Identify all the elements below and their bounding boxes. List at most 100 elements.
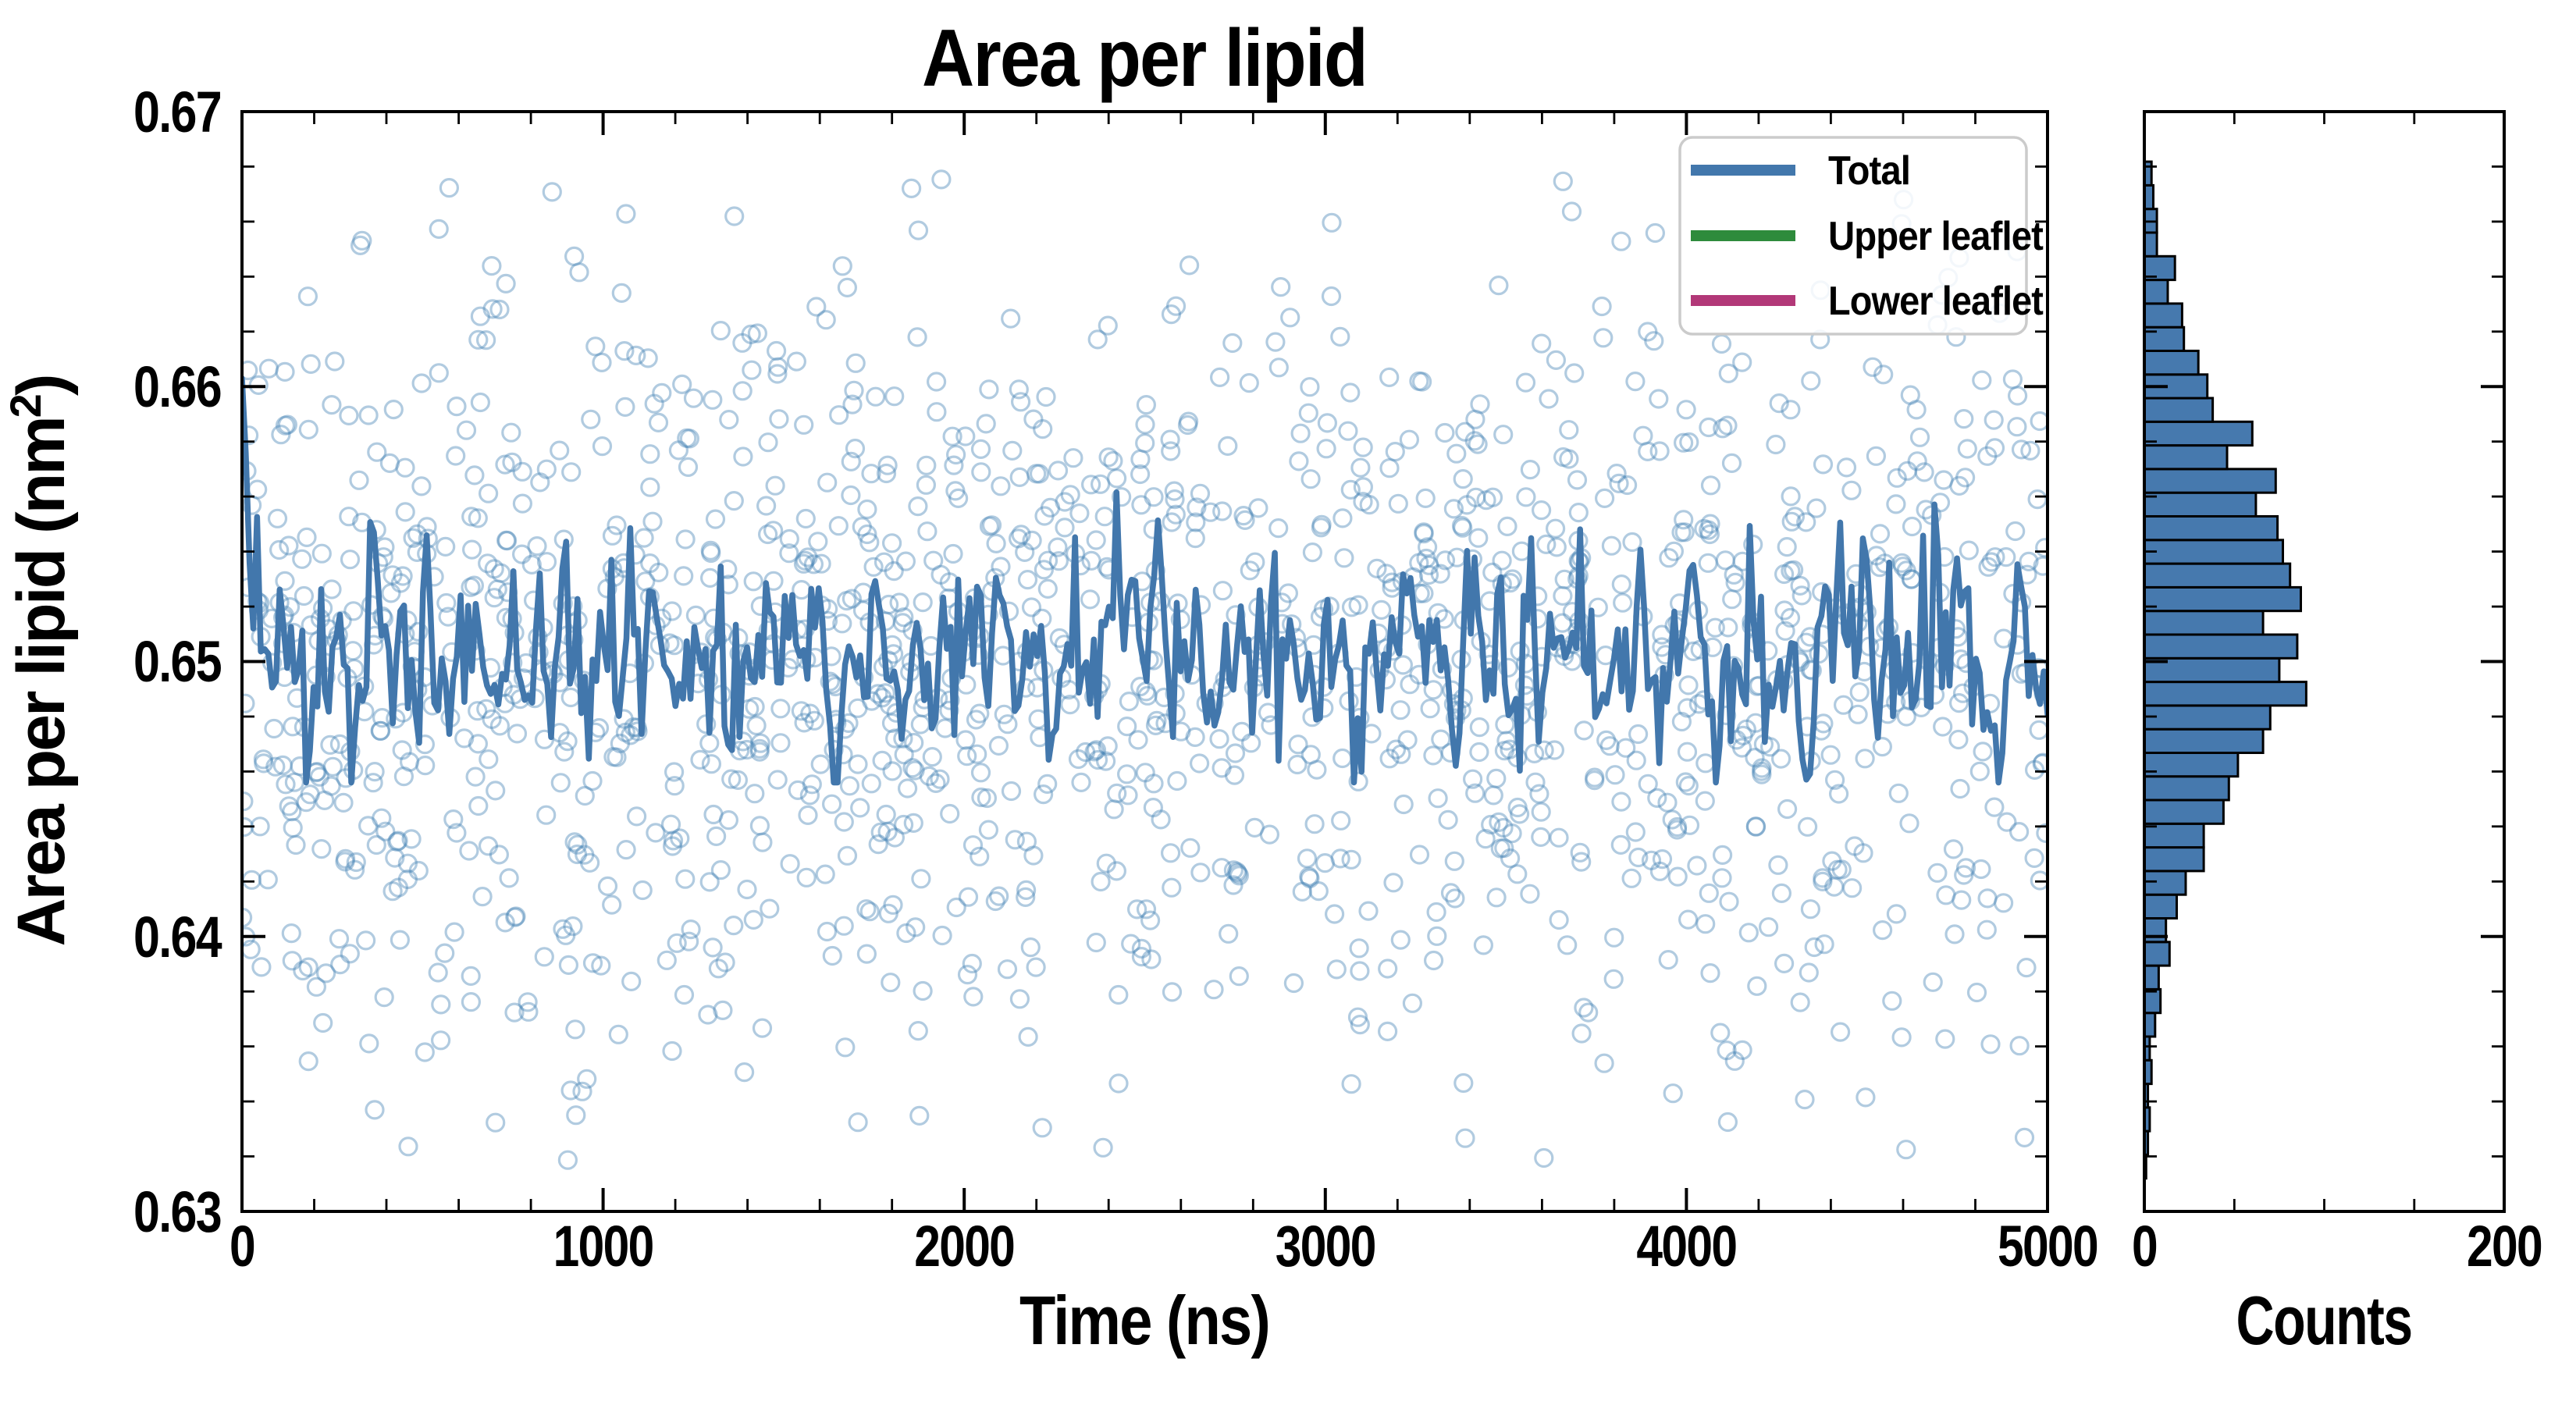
scatter-point [1875,553,1895,574]
scatter-point [894,745,914,765]
scatter-point [1259,824,1280,845]
scatter-point [1040,497,1061,518]
scatter-point [1699,883,1719,903]
scatter-point [1143,519,1163,539]
scatter-point [685,605,706,626]
scatter-point [297,286,318,307]
scatter-point [2014,1127,2035,1148]
scatter-point [1032,1118,1052,1138]
scatter-point [475,330,496,350]
scatter-point [977,788,998,809]
scatter-point [991,557,1011,577]
scatter-point [1453,468,1473,489]
scatter-point [945,444,966,465]
scatter-point [1451,515,1472,536]
scatter-point [1781,560,1801,582]
scatter-point [1145,715,1166,736]
scatter-point [2030,411,2048,432]
scatter-point [298,1051,318,1072]
scatter-point [1390,700,1411,720]
scatter-point [2035,538,2048,558]
scatter-point [464,575,485,596]
scatter-point [1143,797,1164,818]
scatter-point [1846,564,1866,584]
scatter-point [1606,463,1627,484]
scatter-point [415,734,436,755]
scatter-point [542,182,562,202]
scatter-point [1482,562,1503,583]
scatter-point [1531,802,1551,822]
scatter-point [1222,333,1243,354]
scatter-point [390,930,411,950]
scatter-point [724,206,745,226]
scatter-point [896,923,916,944]
scatter-point [1713,418,1733,439]
scatter-point [1300,469,1321,489]
scatter-point [644,393,664,414]
scatter-point [439,178,460,198]
scatter-point [822,945,842,966]
scatter-point [536,552,557,572]
scatter-point [487,579,507,599]
scatter-point [715,952,735,973]
scatter-point [1559,420,1579,440]
scatter-point [1588,597,1608,617]
scatter-point [1093,1137,1113,1158]
scatter-point [1453,518,1473,538]
scatter-point [397,853,418,873]
scatter-point [1464,431,1485,451]
scatter-point [1055,492,1075,512]
scatter-point [1350,1014,1370,1035]
scatter-point [866,386,886,407]
scatter-point [1086,530,1106,550]
scatter-point [1388,493,1408,514]
scatter-point [1795,1089,1815,1110]
scatter-point [652,382,672,403]
scatter-point [408,860,429,881]
scatter-point [1084,742,1105,762]
scatter-point [1774,600,1795,621]
scatter-point [1725,572,1745,593]
scatter-point [1131,946,1152,967]
scatter-point [388,877,408,898]
scatter-point [998,714,1018,735]
scatter-point [706,826,727,847]
scatter-point [979,516,1000,536]
scatter-point [1428,788,1448,809]
scatter-point [553,919,573,939]
scatter-point [859,532,880,553]
scatter-point [749,738,770,759]
scatter-point [832,614,852,634]
scatter-point [372,808,392,828]
scatter-point [325,351,345,372]
scatter-point [1185,528,1205,549]
scatter-point [763,521,784,541]
scatter-point [710,321,731,341]
scatter-point [1443,499,1464,519]
scatter-point [930,564,951,585]
scatter-point [1190,863,1211,883]
scatter-point [646,823,666,843]
scatter-point [465,767,486,787]
scatter-point [1017,569,1038,590]
scatter-point [446,446,466,466]
scatter-point [1896,706,1916,727]
scatter-point [683,388,704,408]
scatter-point [2008,386,2028,406]
histogram-bar [2144,1012,2157,1038]
scatter-point [1578,1002,1599,1023]
scatter-point [486,781,506,801]
scatter-point [1981,552,2001,572]
scatter-point [708,959,729,979]
scatter-point [454,728,475,749]
scatter-point [1486,887,1507,908]
scatter-point [1278,583,1299,603]
scatter-point [1248,498,1268,518]
scatter-point [1777,536,1797,557]
scatter-point [732,333,753,353]
scatter-point [1649,441,1670,461]
scatter-point [1683,641,1703,662]
scatter-point [664,762,685,782]
scatter-point [1659,548,1679,568]
scatter-point [1118,785,1138,806]
